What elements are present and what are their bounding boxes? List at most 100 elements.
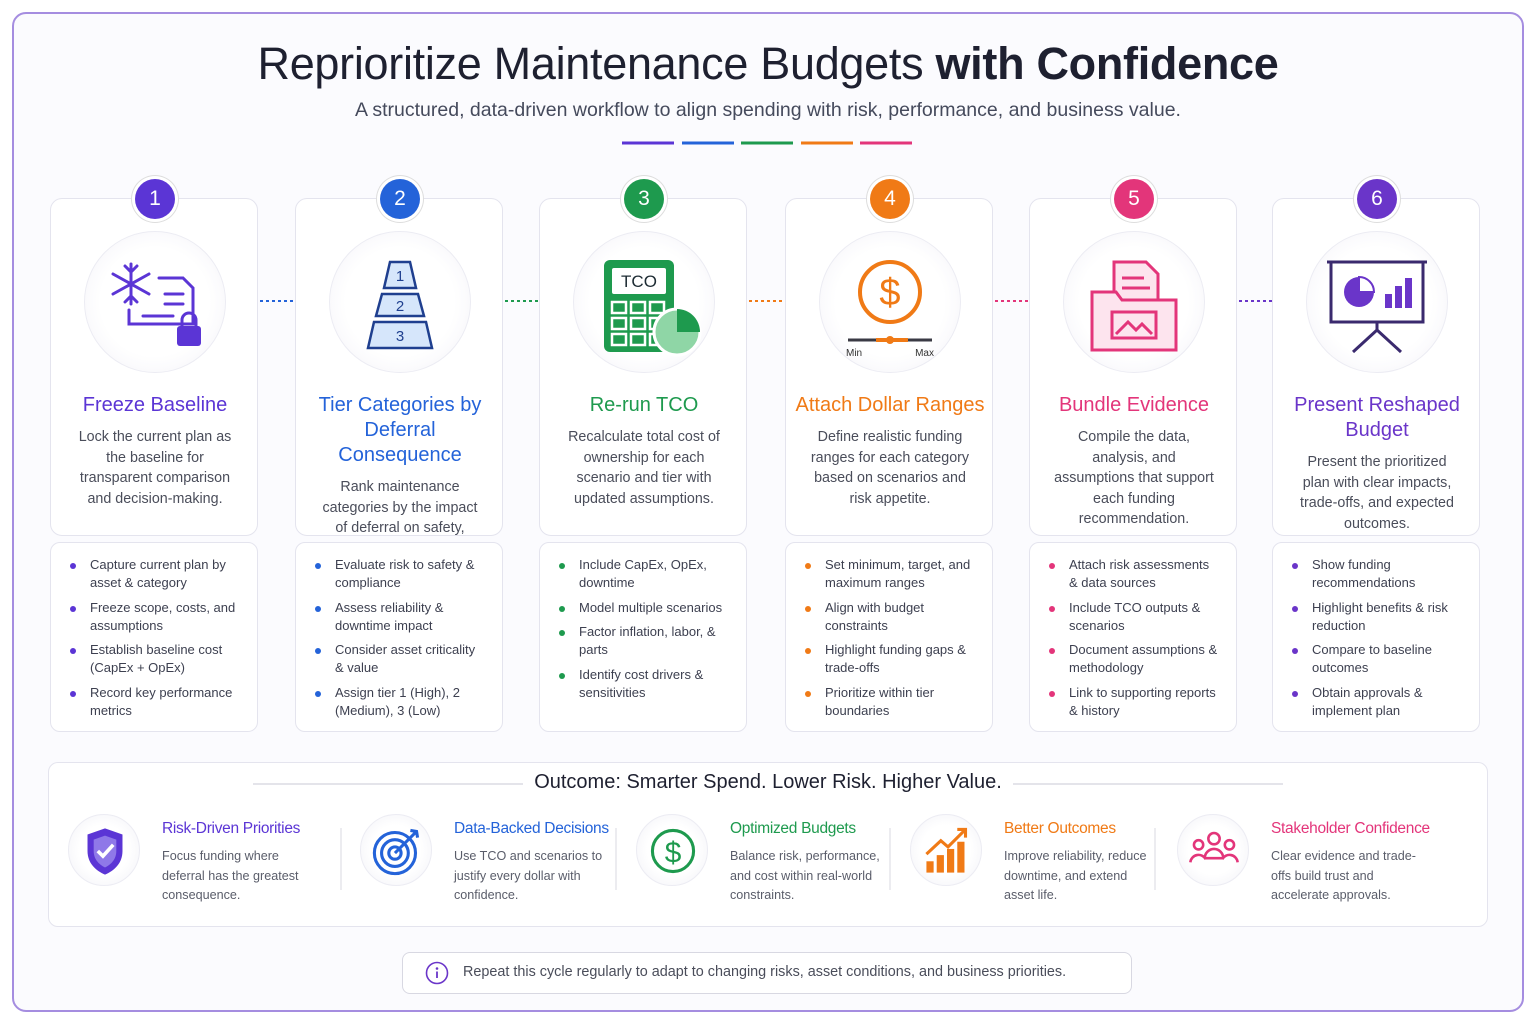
bullet-item: Factor inflation, labor, & parts xyxy=(559,623,729,659)
icon-shape xyxy=(1207,831,1221,846)
icon: $ xyxy=(650,828,696,874)
icon-shape xyxy=(677,309,700,332)
bullet-text: Evaluate risk to safety & compliance xyxy=(335,557,475,590)
icon xyxy=(1090,260,1178,352)
icon-shape xyxy=(610,316,628,331)
bullet-dot xyxy=(70,648,76,654)
icon-shape xyxy=(1192,838,1205,851)
subtitle: A structured, data-driven workflow to al… xyxy=(355,99,1181,121)
bullet-text: Align with budget constraints xyxy=(825,599,925,633)
bullet-item: Highlight benefits & risk reduction xyxy=(1292,599,1462,635)
step-card: 2 1 2 3 Tier Categories by Deferral Conse… xyxy=(295,179,503,557)
icon-shape xyxy=(629,332,647,347)
bullet-item: Capture current plan by asset & category xyxy=(70,556,240,592)
bullet-item: Record key performance metrics xyxy=(70,684,240,720)
step-title: Present Reshaped Budget xyxy=(1294,394,1460,441)
outcome-icon xyxy=(1177,814,1249,886)
icon-shape xyxy=(96,843,115,859)
bullet-text: Set minimum, target, and maximum ranges xyxy=(825,557,971,590)
bullet-item: Set minimum, target, and maximum ranges xyxy=(805,556,975,592)
outcome-icon xyxy=(360,814,432,886)
icon-shape xyxy=(1375,328,1403,354)
info-dot xyxy=(435,967,439,970)
step-card: 3 TCO Re-run TCO Recalculate total cost o… xyxy=(539,179,747,536)
footer-box xyxy=(402,952,1132,994)
bullet-dot xyxy=(1292,648,1298,654)
icon-shape xyxy=(925,829,966,856)
step-bullets: Evaluate risk to safety & compliance Asse… xyxy=(295,542,503,732)
icon-shape xyxy=(1395,286,1402,308)
icon-shape xyxy=(936,855,944,873)
step-description: Lock the current plan as the baseline fo… xyxy=(78,429,232,507)
step-card: 5 Bundle Evidence Compile the data, analy… xyxy=(1029,179,1237,536)
outcome-title: Outcome: Smarter Spend. Lower Risk. High… xyxy=(534,771,1002,793)
bullet-item: Show funding recommendations xyxy=(1292,556,1462,592)
icon-shape xyxy=(111,272,151,296)
step-bullets: Capture current plan by asset & category… xyxy=(50,542,258,732)
info-ring xyxy=(425,961,449,985)
bullet-text: Show funding recommendations xyxy=(1312,557,1416,590)
bullet-dot xyxy=(559,630,565,636)
bullet-item: Assign tier 1 (High), 2 (Medium), 3 (Low… xyxy=(315,684,485,720)
icon-shape xyxy=(1385,294,1392,308)
icon-shape xyxy=(612,268,666,294)
icon-label: 1 xyxy=(396,268,404,285)
bullet-item: Include CapEx, OpEx, downtime xyxy=(559,556,729,592)
bullet-dot xyxy=(805,605,811,612)
bullet-dot xyxy=(805,648,811,654)
icon-shape xyxy=(1203,847,1225,859)
bullet-dot xyxy=(70,605,76,612)
step-title: Freeze Baseline xyxy=(82,394,228,416)
icon-shape xyxy=(1351,328,1379,354)
icon-shape xyxy=(1090,290,1178,352)
icon-label: $ xyxy=(879,272,900,314)
icon-shape xyxy=(1110,276,1158,340)
icon-shape xyxy=(1189,853,1207,863)
outcome-title: Data-Backed Decisions xyxy=(454,820,609,837)
bullet-dot xyxy=(1049,690,1055,697)
icon-shape xyxy=(629,316,647,331)
bullet-item: Compare to baseline outcomes xyxy=(1292,641,1462,677)
title-bold: with Confidence xyxy=(935,38,1279,89)
bullet-item: Freeze scope, costs, and assumptions xyxy=(70,599,240,635)
bullet-text: Attach risk assessments & data sources xyxy=(1069,557,1210,590)
bullet-text: Include TCO outputs & scenarios xyxy=(1069,599,1201,633)
icon-shape xyxy=(1327,260,1427,354)
bullet-item: Include TCO outputs & scenarios xyxy=(1049,599,1219,635)
bullet-text: Obtain approvals & implement plan xyxy=(1312,684,1423,718)
step-description: Recalculate total cost of ownership for … xyxy=(568,429,720,507)
icon-shape xyxy=(372,830,418,876)
icon xyxy=(925,827,968,873)
icon: TCO xyxy=(604,260,702,357)
icon-shape xyxy=(410,828,420,838)
icon-shape xyxy=(111,262,195,326)
step-title: Tier Categories by Deferral Consequence xyxy=(318,394,482,466)
footer-note: Repeat this cycle regularly to adapt to … xyxy=(463,964,1067,980)
step-number: 5 xyxy=(1114,179,1154,219)
icon: 1 2 3 xyxy=(366,260,434,350)
bullet-dot xyxy=(315,563,321,569)
title-light: Reprioritize Maintenance Budgets xyxy=(257,38,924,89)
bullet-text: Record key performance metrics xyxy=(90,684,233,718)
icon-shape xyxy=(393,830,418,855)
bullet-item: Assess reliability & downtime impact xyxy=(315,599,485,635)
step-bullets: Show funding recommendations Highlight be… xyxy=(1272,542,1480,732)
outcome-title: Optimized Budgets xyxy=(730,820,856,837)
bullet-dot xyxy=(1049,648,1055,654)
bullet-text: Factor inflation, labor, & parts xyxy=(579,624,716,657)
icon-shape xyxy=(387,845,403,861)
icon-shape xyxy=(1189,831,1239,863)
icon-shape xyxy=(648,300,666,315)
icon-shape xyxy=(947,848,955,873)
icon-shape xyxy=(1223,838,1236,851)
icon-shape xyxy=(382,260,418,290)
icon-shape xyxy=(380,838,410,868)
bullet-item: Align with budget constraints xyxy=(805,599,975,635)
bullet-dot xyxy=(559,563,565,569)
icon-shape xyxy=(1110,310,1158,340)
bullet-text: Assess reliability & downtime impact xyxy=(335,599,444,633)
step-bullets: Attach risk assessments & data sources In… xyxy=(1029,542,1237,732)
step-number: 2 xyxy=(380,179,420,219)
bullet-dot xyxy=(1049,605,1055,612)
